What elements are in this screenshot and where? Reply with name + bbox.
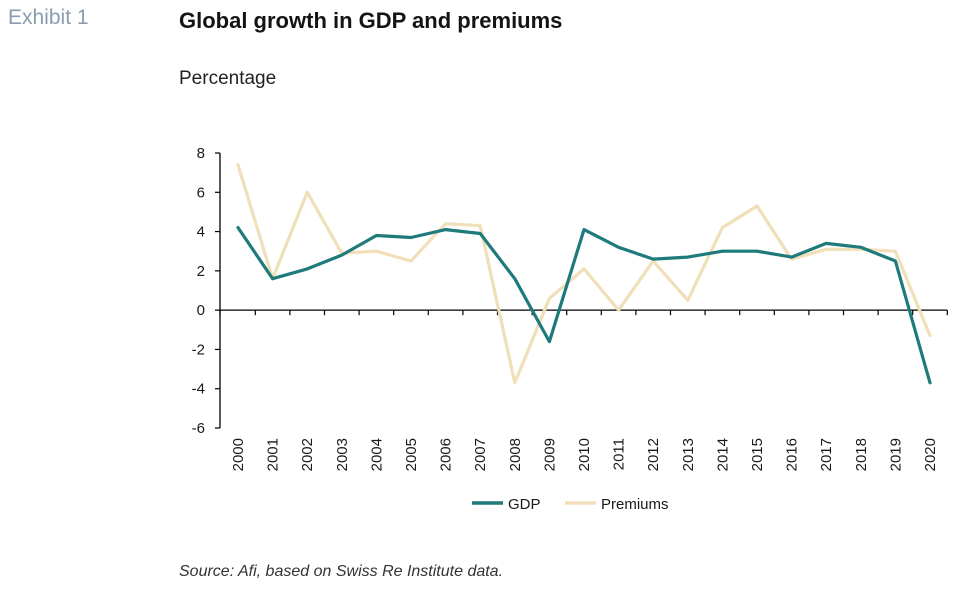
x-tick-label: 2015 <box>749 438 766 471</box>
y-tick-label: -6 <box>192 420 205 437</box>
legend-label-gdp: GDP <box>508 496 541 513</box>
source-note: Source: Afi, based on Swiss Re Institute… <box>179 563 504 580</box>
x-tick-label: 2019 <box>887 438 904 471</box>
x-tick-label: 2005 <box>403 438 420 471</box>
x-tick-label: 2017 <box>818 438 835 471</box>
y-axis: 8 6 4 2 0 -2 -4 -6 <box>192 145 221 437</box>
y-tick-label: -4 <box>192 381 205 398</box>
legend: GDP Premiums <box>472 496 669 513</box>
x-tick-label: 2008 <box>507 438 524 471</box>
legend-label-premiums: Premiums <box>601 496 669 513</box>
x-tick-label: 2018 <box>853 438 870 471</box>
x-tick-label: 2007 <box>472 438 489 471</box>
exhibit-label: Exhibit 1 <box>8 6 89 29</box>
series-line-premiums <box>236 163 932 385</box>
x-axis: 2000 2001 2002 2003 2004 2005 2006 2007 2008 2009… <box>219 309 948 471</box>
chart-subtitle: Percentage <box>179 68 277 89</box>
series-lines <box>236 163 932 385</box>
y-tick-label: 8 <box>197 145 205 162</box>
y-tick-label: 4 <box>197 224 205 241</box>
x-tick-label: 2003 <box>334 438 351 471</box>
x-tick-label: 2010 <box>576 438 593 471</box>
y-tick-label: 2 <box>197 263 205 280</box>
x-tick-label: 2011 <box>611 438 628 470</box>
y-tick-label: 6 <box>197 184 205 201</box>
x-tick-label: 2001 <box>265 438 282 471</box>
x-tick-label: 2020 <box>922 438 939 471</box>
x-tick-label: 2006 <box>438 438 455 471</box>
x-tick-label: 2014 <box>714 438 731 471</box>
x-tick-label: 2002 <box>299 438 316 471</box>
x-tick-label: 2013 <box>680 438 697 471</box>
x-tick-label: 2000 <box>230 438 247 471</box>
x-tick-label: 2009 <box>541 438 558 471</box>
chart-title: Global growth in GDP and premiums <box>179 8 563 33</box>
x-tick-label: 2012 <box>645 438 662 471</box>
x-tick-label: 2004 <box>368 438 385 471</box>
y-tick-label: 0 <box>197 302 205 319</box>
y-tick-label: -2 <box>192 341 205 358</box>
x-tick-label: 2016 <box>784 438 801 471</box>
